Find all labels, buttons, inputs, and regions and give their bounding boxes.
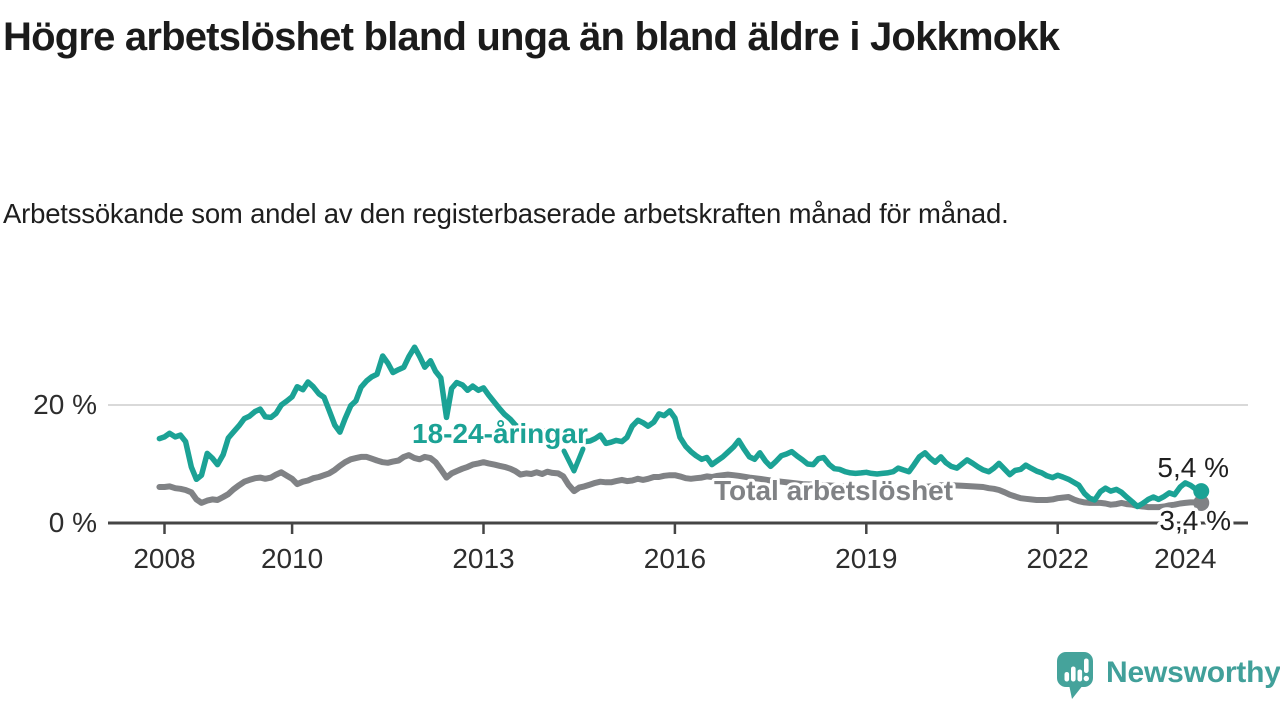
- x-tick-label: 2008: [133, 543, 195, 574]
- newsworthy-bubble-icon: [1057, 652, 1093, 699]
- y-tick-label: 0 %: [49, 507, 97, 538]
- x-tick-label: 2010: [261, 543, 323, 574]
- arrow-down-icon: [561, 446, 586, 474]
- chart-subtitle: Arbetssökande som andel av den registerb…: [3, 198, 1009, 229]
- x-tick-label: 2022: [1027, 543, 1089, 574]
- logo-exclamation-bar: [1084, 658, 1089, 673]
- logo-bar-1: [1064, 672, 1070, 682]
- logo-bar-3: [1077, 669, 1083, 682]
- end-dot-young: [1193, 483, 1210, 500]
- x-tick-label: 2016: [644, 543, 706, 574]
- page-title: Högre arbetslöshet bland unga än bland ä…: [3, 15, 1060, 59]
- series-line-young: [156, 344, 1205, 510]
- plot-area: 2008 2010 2013 2016 2019 2022 2024 0 % 20 %: [33, 344, 1248, 574]
- end-dot-total: [1193, 494, 1210, 511]
- logo-exclamation-dot: [1083, 675, 1089, 682]
- line-chart: 2008 2010 2013 2016 2019 2022 2024 0 % 20 % 18-2…: [33, 344, 1248, 574]
- series-label-total: Total arbetslöshet: [714, 475, 953, 506]
- newsworthy-logo: Newsworthy: [1057, 652, 1280, 699]
- series-line-total: [156, 452, 1205, 511]
- series-label-young: 18-24-åringar: [412, 418, 588, 449]
- newsworthy-wordmark: Newsworthy: [1106, 655, 1280, 689]
- end-value-young: 5,4 %: [1157, 452, 1229, 483]
- chart-annotations: 18-24-åringar Total arbetslöshet 5,4 % 3…: [409, 415, 1235, 540]
- x-tick-label: 2024: [1154, 543, 1216, 574]
- logo-bar-2: [1071, 666, 1076, 682]
- end-value-total: 3,4 %: [1159, 505, 1231, 536]
- x-tick-label: 2013: [452, 543, 514, 574]
- x-tick-label: 2019: [835, 543, 897, 574]
- y-tick-label: 20 %: [33, 389, 97, 420]
